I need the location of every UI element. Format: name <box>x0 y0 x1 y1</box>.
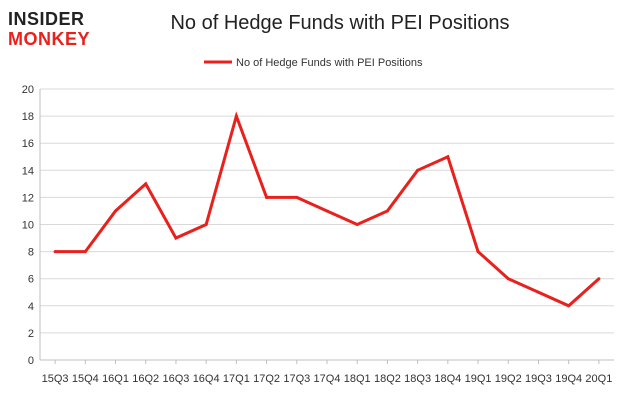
x-tick-label-18Q4: 18Q4 <box>434 373 461 385</box>
x-tick-label-18Q3: 18Q3 <box>404 373 431 385</box>
x-tick-label-17Q3: 17Q3 <box>283 373 310 385</box>
y-tick-label-2: 2 <box>28 328 34 340</box>
x-tick-label-19Q1: 19Q1 <box>465 373 492 385</box>
x-tick-label-18Q2: 18Q2 <box>374 373 401 385</box>
data-point-15Q4 <box>83 250 87 254</box>
y-tick-label-6: 6 <box>28 274 34 286</box>
x-tick-label-17Q1: 17Q1 <box>223 373 250 385</box>
x-tick-label-18Q1: 18Q1 <box>344 373 371 385</box>
x-tick-label-15Q3: 15Q3 <box>42 373 69 385</box>
x-tick-label-19Q4: 19Q4 <box>555 373 582 385</box>
y-tick-label-0: 0 <box>28 355 34 367</box>
x-tick-label-16Q4: 16Q4 <box>193 373 220 385</box>
data-point-19Q3 <box>536 290 540 294</box>
logo-line1: INSIDER <box>8 9 85 29</box>
y-tick-label-4: 4 <box>28 301 34 313</box>
x-tick-label-19Q3: 19Q3 <box>525 373 552 385</box>
data-point-16Q3 <box>174 236 178 240</box>
chart-title: No of Hedge Funds with PEI Positions <box>170 12 510 34</box>
x-tick-label-15Q4: 15Q4 <box>72 373 99 385</box>
data-point-17Q2 <box>265 195 269 199</box>
y-tick-label-16: 16 <box>22 138 34 150</box>
x-tick-label-20Q1: 20Q1 <box>585 373 612 385</box>
data-point-17Q1 <box>234 114 238 118</box>
data-point-18Q1 <box>355 223 359 226</box>
y-tick-label-8: 8 <box>28 247 34 259</box>
legend-label: No of Hedge Funds with PEI Positions <box>236 57 423 69</box>
y-tick-label-20: 20 <box>22 84 34 96</box>
data-point-19Q4 <box>567 304 571 308</box>
logo-line2: MONKEY <box>8 29 90 48</box>
insider-monkey-logo: INSIDER MONKEY <box>8 9 90 48</box>
data-point-16Q1 <box>114 209 118 213</box>
grid-lines <box>40 88 614 361</box>
data-point-16Q4 <box>204 223 208 226</box>
x-tick-label-19Q2: 19Q2 <box>495 373 522 385</box>
data-point-18Q3 <box>416 168 420 172</box>
data-point-15Q3 <box>53 250 57 254</box>
x-tick-labels: 15Q3 15Q4 16Q1 16Q2 16Q3 16Q4 17Q1 17Q2 17Q3 17Q4… <box>42 360 612 385</box>
series-layer <box>53 111 601 308</box>
data-point-19Q2 <box>506 277 510 281</box>
data-point-17Q4 <box>325 209 329 213</box>
legend: No of Hedge Funds with PEI Positions <box>204 57 423 69</box>
x-tick-label-17Q4: 17Q4 <box>314 373 341 385</box>
x-tick-label-16Q2: 16Q2 <box>132 373 159 385</box>
y-tick-label-18: 18 <box>22 111 34 123</box>
data-point-19Q1 <box>476 250 480 254</box>
data-point-18Q4 <box>446 155 450 159</box>
data-point-18Q2 <box>385 209 389 213</box>
y-tick-labels: 0 2 4 6 8 10 12 14 16 18 20 <box>22 84 34 367</box>
x-tick-label-16Q1: 16Q1 <box>102 373 129 385</box>
data-point-16Q2 <box>144 182 148 186</box>
data-point-17Q3 <box>295 195 299 199</box>
y-tick-label-14: 14 <box>22 165 34 177</box>
x-tick-label-16Q3: 16Q3 <box>162 373 189 385</box>
y-tick-label-12: 12 <box>22 192 34 204</box>
x-tick-label-17Q2: 17Q2 <box>253 373 280 385</box>
y-tick-label-10: 10 <box>22 220 34 232</box>
data-point-20Q1 <box>597 277 601 281</box>
